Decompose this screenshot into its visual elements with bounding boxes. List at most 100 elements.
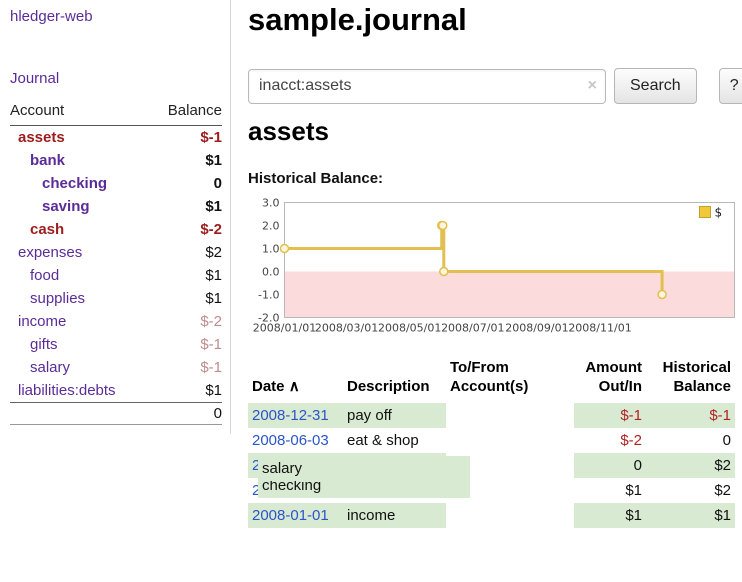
data-point-marker <box>657 289 667 300</box>
balance-chart: 3.0 2.0 1.0 0.0 -1.0 -2.02008/01/012008/03/01… <box>253 197 735 335</box>
x-tick-label: 2008/01/01 <box>253 322 316 335</box>
search-bar: × Search ? <box>248 68 742 104</box>
transaction-description: pay off <box>343 402 446 428</box>
account-balance: $2 <box>205 244 222 261</box>
page-title: sample.journal <box>248 2 467 37</box>
transaction-amount: 0 <box>574 452 646 478</box>
account-link[interactable]: bank <box>30 152 66 169</box>
account-link[interactable]: supplies <box>30 290 86 307</box>
transaction-balance: $-1 <box>646 402 735 428</box>
account-row: cash $-2 <box>10 218 222 241</box>
account-balance: $1 <box>205 152 222 169</box>
transaction-description: eat & shop <box>347 431 419 449</box>
account-balance: $-1 <box>200 129 222 146</box>
account-link[interactable]: assets <box>18 129 65 146</box>
account-link[interactable]: gifts <box>30 336 58 353</box>
transaction-accounts: salary <box>258 456 470 481</box>
y-tick-label: 2.0 <box>262 220 280 233</box>
transaction-balance: $2 <box>646 452 735 478</box>
transaction-amount: $-1 <box>574 402 646 428</box>
date-header-label: Date <box>252 377 285 395</box>
data-point-marker <box>279 243 290 254</box>
account-link[interactable]: expenses <box>18 244 83 261</box>
transaction-date-link[interactable]: 2008-12-31 <box>252 406 329 424</box>
account-row: salary $-1 <box>10 356 222 379</box>
account-row: liabilities:debts $1 <box>10 379 222 402</box>
account-link[interactable]: liabilities:debts <box>18 382 116 399</box>
column-header-accounts: To/From Account(s) <box>450 359 529 395</box>
data-point-marker <box>438 220 448 231</box>
register-header-row: Date ∧ Description To/From Account(s) Am… <box>248 356 735 403</box>
account-balance: $-2 <box>200 221 222 238</box>
y-tick-label: 1.0 <box>262 243 280 256</box>
sort-ascending-icon: ∧ <box>288 377 300 395</box>
chart-negative-region <box>284 271 735 318</box>
account-row: expenses $2 <box>10 241 222 264</box>
description-header-label: Description <box>347 377 430 395</box>
account-link[interactable]: food <box>30 267 60 284</box>
accounts-header-account: Account <box>10 102 65 119</box>
transaction-row: 2008-01-01 income salary $1 $1 <box>248 456 735 528</box>
account-heading: assets <box>248 116 329 146</box>
transaction-balance: $2 <box>714 481 731 499</box>
account-balance: $1 <box>205 198 222 215</box>
transaction-description: income <box>343 502 446 528</box>
account-link[interactable]: cash <box>30 221 65 238</box>
accounts-header-row: Account Balance <box>10 100 222 126</box>
transaction-balance: 0 <box>722 431 731 449</box>
column-header-description: Description <box>343 356 446 403</box>
x-tick-label: 2008/05/01 <box>378 322 441 335</box>
legend-swatch <box>699 206 711 218</box>
transaction-date-link[interactable]: 2008-06-03 <box>252 431 329 449</box>
account-row: supplies $1 <box>10 287 222 310</box>
sidebar: hledger-web Journal Account Balance asse… <box>0 0 231 434</box>
account-balance: $-1 <box>200 336 222 353</box>
transaction-amount: $1 <box>574 502 646 528</box>
data-point-marker <box>439 266 449 277</box>
account-row: income $-2 <box>10 310 222 333</box>
x-tick-label: 2008/03/01 <box>315 322 378 335</box>
account-link[interactable]: saving <box>42 198 90 215</box>
search-button[interactable]: Search <box>614 68 697 104</box>
account-balance: $1 <box>205 290 222 307</box>
clear-search-icon[interactable]: × <box>587 76 597 94</box>
y-tick-label: -2.0 <box>258 312 279 325</box>
account-balance: $1 <box>205 267 222 284</box>
account-row: saving $1 <box>10 195 222 218</box>
accounts-total-value: 0 <box>213 405 222 422</box>
account-link[interactable]: salary <box>30 359 71 376</box>
chart-title: Historical Balance: <box>248 170 384 187</box>
accounts-total-row: 0 <box>10 402 222 425</box>
accounts-header-balance: Balance <box>167 102 222 119</box>
accounts-list: assets $-1 bank $1 checking 0 saving $1 cash $-2 e… <box>10 126 222 402</box>
transaction-balance: $1 <box>646 502 735 528</box>
search-input[interactable] <box>248 68 606 104</box>
account-row: bank $1 <box>10 149 222 172</box>
y-tick-label: 0.0 <box>262 266 280 279</box>
legend-label: $ <box>715 206 723 220</box>
search-input-wrap: × <box>248 68 606 104</box>
y-tick-label: -1.0 <box>258 289 279 302</box>
chart-plot-border <box>284 202 735 318</box>
account-link[interactable]: checking <box>42 175 108 192</box>
transaction-date-link[interactable]: 2008-01-01 <box>252 506 329 524</box>
account-balance: $-2 <box>200 313 222 330</box>
account-row: gifts $-1 <box>10 333 222 356</box>
account-row: checking 0 <box>10 172 222 195</box>
account-row: food $1 <box>10 264 222 287</box>
account-link[interactable]: income <box>18 313 67 330</box>
x-tick-label: 2008/11/01 <box>568 322 631 335</box>
account-balance: $-1 <box>200 359 222 376</box>
account-balance: $1 <box>205 382 222 399</box>
journal-link[interactable]: Journal <box>10 70 60 87</box>
y-tick-label: 3.0 <box>262 197 280 210</box>
column-header-date[interactable]: Date ∧ <box>248 356 343 403</box>
app-title-link[interactable]: hledger-web <box>10 8 93 25</box>
main-content: sample.journal × Search ? assets Histori… <box>248 0 742 582</box>
x-tick-label: 2008/09/01 <box>505 322 568 335</box>
column-header-balance: Historical Balance <box>662 359 731 395</box>
help-button[interactable]: ? <box>718 68 742 104</box>
